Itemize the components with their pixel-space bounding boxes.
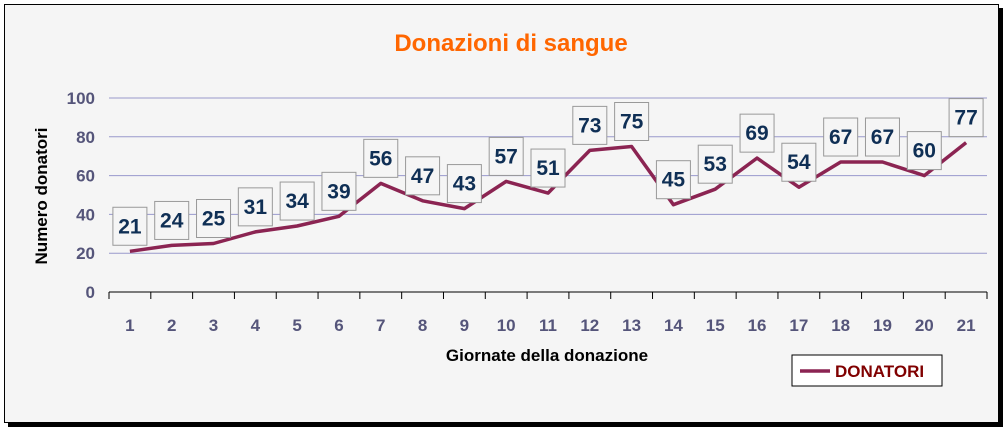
data-label-box	[739, 113, 775, 153]
data-label: 24	[160, 209, 184, 232]
x-tick-label: 4	[251, 316, 261, 335]
data-label: 67	[871, 126, 894, 149]
data-label-box	[948, 98, 984, 138]
data-label-box	[237, 187, 273, 227]
chart-title: Donazioni di sangue	[394, 30, 627, 57]
data-label-box	[823, 117, 859, 157]
x-tick-label: 11	[539, 316, 557, 335]
x-tick-label: 17	[789, 316, 808, 335]
data-label: 73	[578, 114, 601, 137]
data-label: 53	[704, 153, 727, 176]
x-axis	[108, 291, 988, 299]
data-label: 57	[495, 145, 518, 168]
data-label-box	[655, 160, 691, 200]
data-label: 43	[453, 173, 476, 196]
data-label-box	[906, 131, 942, 171]
x-tick-label: 15	[706, 316, 725, 335]
data-label: 51	[536, 157, 560, 180]
x-tick-label: 19	[873, 316, 892, 335]
data-label-box	[112, 206, 148, 246]
x-tick-label: 16	[748, 316, 767, 335]
x-axis-ticks: 1 2 3 4 5 6 7 8 9 10 11 12 13 14 15 16 17 18 19 20 21	[125, 316, 975, 335]
data-label-box	[196, 199, 232, 238]
x-tick-label: 1	[125, 316, 134, 335]
data-label: 31	[244, 196, 268, 219]
data-label-box	[488, 136, 524, 176]
data-label: 69	[745, 122, 768, 145]
data-label: 25	[202, 208, 226, 231]
y-tick-label: 0	[86, 283, 95, 302]
data-label: 77	[954, 107, 977, 130]
data-label: 34	[285, 190, 309, 213]
x-tick-label: 3	[209, 316, 218, 335]
y-axis-title: Numero donatori	[32, 128, 51, 265]
data-label-box	[864, 117, 900, 157]
y-tick-label: 60	[76, 167, 95, 186]
data-label-box	[530, 148, 566, 188]
x-tick-label: 9	[460, 316, 469, 335]
x-tick-label: 2	[167, 316, 176, 335]
y-tick-label: 40	[76, 205, 95, 224]
x-tick-label: 5	[292, 316, 301, 335]
y-tick-label: 20	[76, 244, 95, 263]
y-tick-label: 100	[67, 89, 95, 108]
x-tick-label: 7	[376, 316, 385, 335]
x-tick-label: 14	[664, 316, 683, 335]
data-label-box	[446, 164, 482, 204]
x-tick-label: 8	[418, 316, 427, 335]
data-label: 60	[913, 140, 936, 163]
data-label: 47	[411, 165, 434, 188]
data-label-box	[697, 144, 733, 184]
x-tick-label: 10	[497, 316, 516, 335]
data-label-box	[572, 105, 608, 145]
y-tick-label: 80	[76, 128, 95, 147]
x-axis-title: Giornate della donazione	[446, 346, 648, 365]
data-label-box	[405, 156, 441, 196]
y-axis-ticks: 0 20 40 60 80 100	[67, 89, 95, 302]
x-tick-label: 13	[622, 316, 641, 335]
data-labels: 21 24 25 31 34 39 56 47 43 57 51 73 75 45 53 69 54 67 67 60…	[112, 98, 984, 246]
legend: DONATORI	[791, 354, 943, 387]
data-label: 54	[787, 151, 811, 174]
data-label-box	[363, 138, 399, 178]
data-label-box	[614, 102, 650, 141]
x-tick-label: 21	[957, 316, 976, 335]
data-label: 21	[118, 215, 142, 238]
x-tick-label: 6	[334, 316, 343, 335]
data-label: 75	[620, 111, 644, 134]
data-label: 56	[369, 147, 392, 170]
series-line-donatori	[129, 141, 968, 254]
legend-label: DONATORI	[835, 362, 924, 381]
x-tick-label: 20	[915, 316, 934, 335]
data-label: 45	[662, 169, 686, 192]
data-label-box	[154, 200, 190, 240]
data-label-box	[321, 171, 357, 211]
data-label-box	[279, 181, 315, 221]
data-label: 67	[829, 126, 852, 149]
x-tick-label: 18	[831, 316, 850, 335]
data-label: 39	[327, 180, 350, 203]
data-label-box	[781, 142, 817, 182]
x-tick-label: 12	[580, 316, 599, 335]
